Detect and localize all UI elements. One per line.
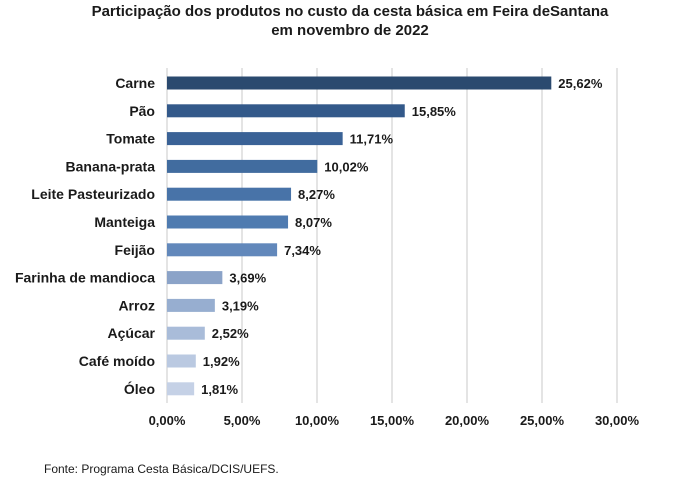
x-tick-label: 5,00% [224,413,261,428]
x-axis-tick-labels: 0,00% 5,00% 10,00% 15,00% 20,00% 25,00% 30,00% [149,413,640,428]
category-label: Feijão [115,242,155,258]
source-note: Fonte: Programa Cesta Básica/DCIS/UEFS. [44,462,279,476]
bars [167,76,552,396]
bar [167,326,205,340]
bar [167,104,405,118]
bar [167,132,343,146]
category-label: Pão [129,103,155,119]
category-label: Manteiga [94,214,155,230]
data-label: 1,92% [203,354,240,369]
data-label: 8,27% [298,187,335,202]
category-label: Banana-prata [66,158,156,174]
category-label: Arroz [118,297,155,313]
bar [167,215,289,229]
bar [167,298,215,312]
data-label: 11,71% [350,132,394,147]
bar-chart: Carne Pão Tomate Banana-prata Leite Pasteuri… [15,68,640,428]
data-label: 10,02% [324,159,369,174]
data-label: 3,69% [229,271,266,286]
category-label: Carne [115,75,155,91]
category-label: Farinha de mandioca [15,270,155,286]
bar [167,243,278,257]
x-tick-label: 0,00% [149,413,186,428]
data-label: 25,62% [558,76,603,91]
category-label: Açúcar [108,325,156,341]
bar [167,187,292,201]
data-label: 7,34% [284,243,321,258]
gridlines [166,68,618,403]
bar [167,271,223,285]
x-tick-label: 15,00% [370,413,415,428]
data-label: 1,81% [201,382,238,397]
data-label: 8,07% [295,215,332,230]
data-labels: 25,62% 15,85% 11,71% 10,02% 8,27% 8,07% 7,34% 3… [201,76,603,397]
category-label: Tomate [106,131,155,147]
bar [167,159,318,173]
category-label: Óleo [124,380,155,397]
x-tick-label: 25,00% [520,413,565,428]
x-tick-label: 20,00% [445,413,490,428]
category-labels: Carne Pão Tomate Banana-prata Leite Pasteuri… [15,75,156,397]
chart-subtitle: em novembro de 2022 [271,22,429,39]
category-label: Leite Pasteurizado [31,186,155,202]
bar [167,354,196,368]
bar [167,76,552,90]
x-tick-label: 10,00% [295,413,340,428]
bar [167,382,195,396]
data-label: 3,19% [222,298,259,313]
data-label: 15,85% [412,104,457,119]
x-tick-label: 30,00% [595,413,640,428]
chart-title: Participação dos produtos no custo da ce… [60,2,640,40]
data-label: 2,52% [212,326,249,341]
chart-title-line1: Participação dos produtos no custo da ce… [91,3,609,20]
category-label: Café moído [79,353,155,369]
